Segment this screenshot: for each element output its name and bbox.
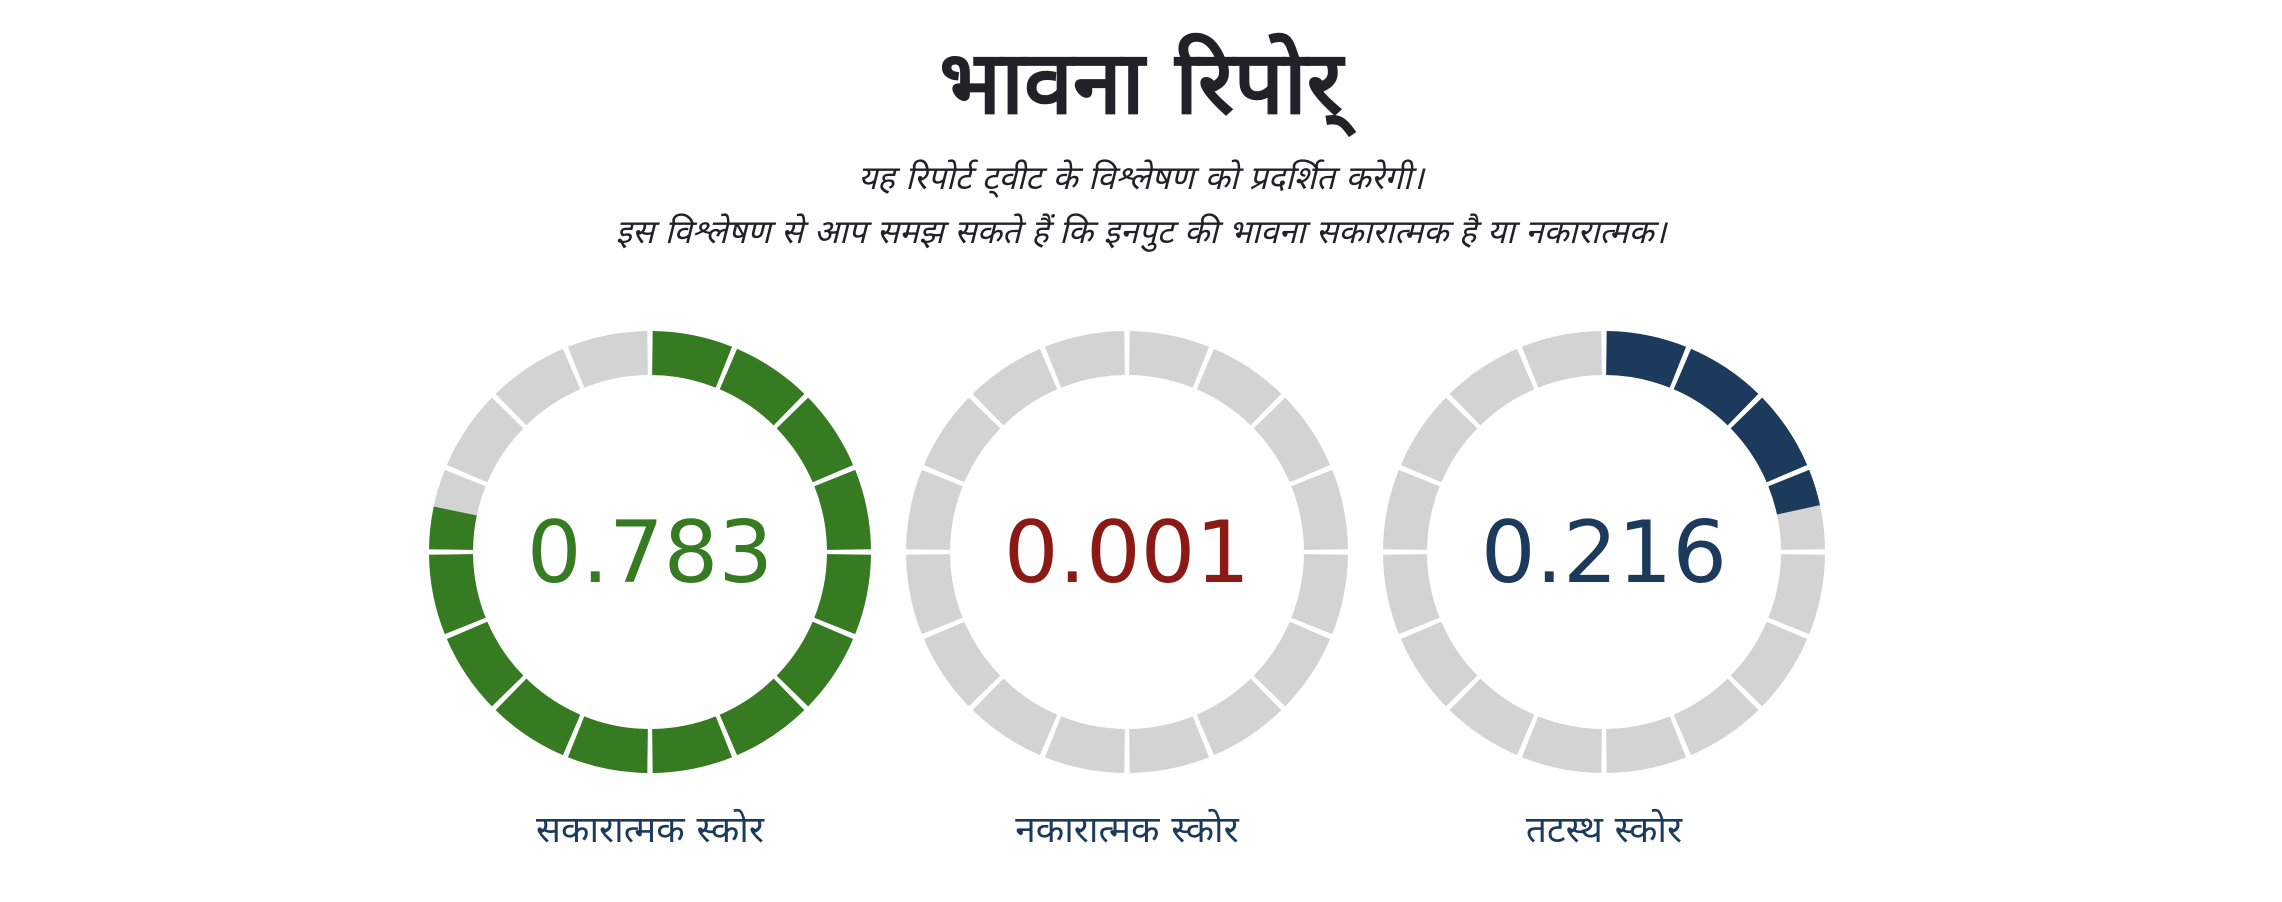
subtitle-line-1: यह रिपोर्ट ट्वीट के विश्लेषण को प्रदर्शि…: [858, 158, 1424, 197]
gauge-track-segment: [906, 554, 963, 635]
gauge-track-segment: [1521, 331, 1602, 388]
gauge-value-negative: 0.001: [1004, 503, 1250, 603]
gauge-track-segment: [1291, 469, 1348, 550]
page-title: भावना रिपोर्: [939, 31, 1343, 134]
gauge-label-negative: नकारात्मक स्कोर: [1015, 808, 1239, 851]
gauge-track-segment: [1606, 716, 1687, 773]
gauge-track-segment: [1400, 397, 1478, 483]
gauge-positive: 0.783: [429, 331, 871, 773]
gauge-neutral: 0.216: [1383, 331, 1825, 773]
gauge-track-segment: [1044, 716, 1125, 773]
gauge-fill-segment: [652, 331, 733, 388]
gauge-value-neutral: 0.216: [1481, 503, 1727, 603]
gauge-fill-segment: [429, 554, 486, 635]
gauge-track-segment: [1730, 621, 1808, 707]
gauge-track-segment: [1383, 554, 1440, 635]
gauge-fill-segment: [776, 621, 854, 707]
gauge-label-positive: सकारात्मक स्कोर: [536, 808, 764, 851]
gauge-fill-segment: [429, 506, 477, 550]
gauge-track-segment: [1253, 397, 1331, 483]
gauge-track-segment: [1196, 348, 1282, 426]
gauge-track-segment: [1449, 678, 1535, 756]
gauge-negative: 0.001: [906, 331, 1348, 773]
gauge-track-segment: [906, 469, 963, 550]
gauge-label-neutral: तटस्थ स्कोर: [1525, 808, 1683, 851]
gauge-track-segment: [1383, 469, 1440, 550]
gauge-track-segment: [1129, 716, 1210, 773]
gauge-track-segment: [972, 348, 1058, 426]
gauge-track-segment: [567, 331, 648, 388]
gauge-track-segment: [1521, 716, 1602, 773]
subtitle-line-2: इस विश्लेषण से आप समझ सकते हैं कि इनपुट …: [615, 212, 1667, 251]
gauge-track-segment: [1196, 678, 1282, 756]
gauge-track-segment: [495, 348, 581, 426]
gauge-track-segment: [923, 621, 1001, 707]
gauge-fill-segment: [1673, 348, 1759, 426]
gauge-fill-segment: [495, 678, 581, 756]
gauge-track-segment: [1291, 554, 1348, 635]
gauge-fill-segment: [814, 469, 871, 550]
gauge-fill-segment: [776, 397, 854, 483]
gauge-fill-segment: [719, 678, 805, 756]
gauge-track-segment: [1129, 331, 1210, 388]
gauge-fill-segment: [446, 621, 524, 707]
gauge-track-segment: [923, 397, 1001, 483]
gauge-track-segment: [972, 678, 1058, 756]
gauge-fill-segment: [567, 716, 648, 773]
gauge-fill-segment: [814, 554, 871, 635]
gauge-fill-segment: [1606, 331, 1687, 388]
gauge-fill-segment: [1730, 397, 1808, 483]
gauge-fill-segment: [652, 716, 733, 773]
gauge-track-segment: [446, 397, 524, 483]
gauge-track-segment: [1044, 331, 1125, 388]
gauge-track-segment: [1400, 621, 1478, 707]
gauge-track-segment: [1253, 621, 1331, 707]
gauge-track-segment: [1768, 554, 1825, 635]
gauge-value-positive: 0.783: [527, 503, 773, 603]
gauge-track-segment: [1673, 678, 1759, 756]
gauge-track-segment: [1449, 348, 1535, 426]
gauge-fill-segment: [1768, 469, 1820, 515]
gauge-fill-segment: [719, 348, 805, 426]
